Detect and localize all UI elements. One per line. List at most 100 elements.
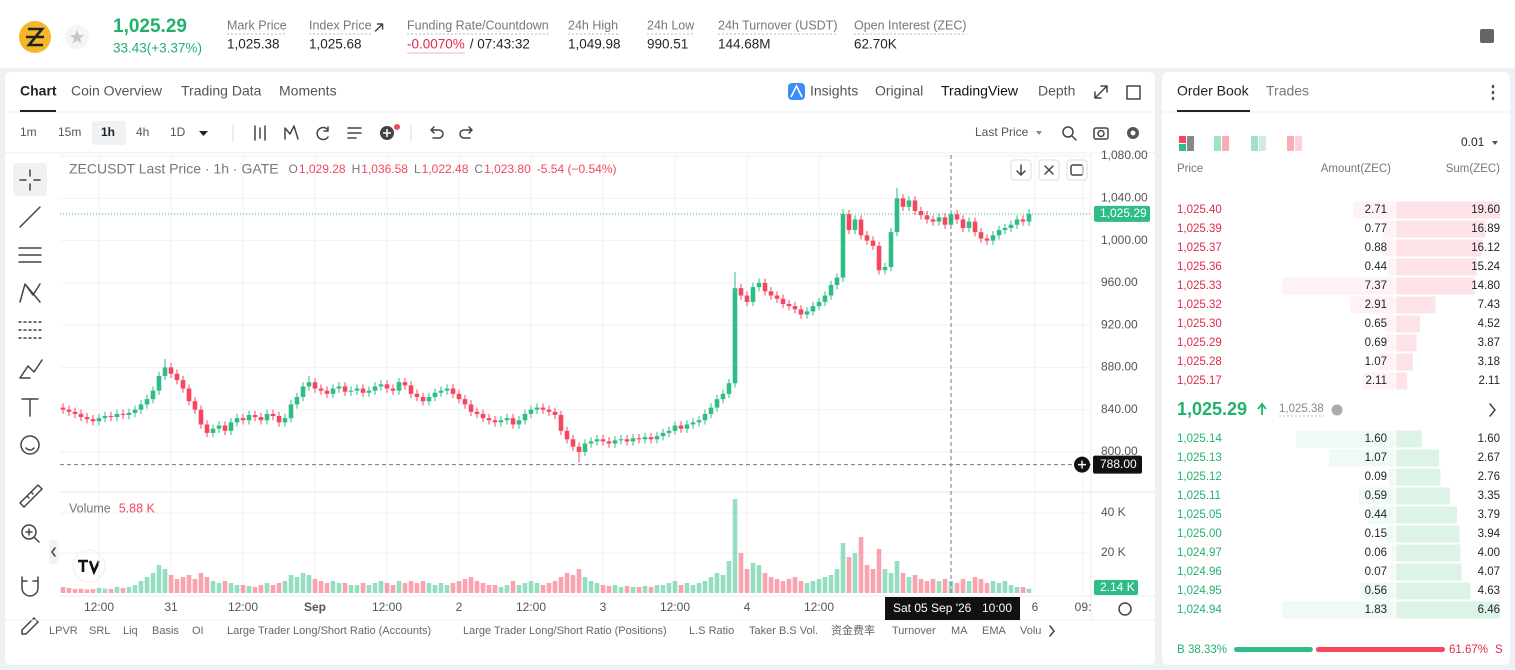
window-icon[interactable]	[1126, 85, 1141, 100]
ob-price[interactable]: 1,025.28	[1177, 356, 1222, 368]
magnet-tool[interactable]	[21, 576, 39, 597]
candle-body	[444, 388, 450, 391]
ob-tab[interactable]: Order Book	[1177, 83, 1250, 99]
indicator[interactable]: Large Trader Long/Short Ratio (Positions…	[463, 625, 667, 637]
tv-logo[interactable]	[72, 549, 106, 583]
ob-sum: 4.52	[1478, 318, 1500, 330]
ob-price[interactable]: 1,025.14	[1177, 433, 1222, 445]
candle-body	[630, 438, 636, 442]
ob-price[interactable]: 1,025.29	[1177, 337, 1222, 349]
ob-price[interactable]: 1,025.32	[1177, 299, 1222, 311]
candle-body	[882, 267, 888, 271]
channel-tool[interactable]	[18, 247, 42, 263]
crosshair-tool[interactable]	[19, 169, 41, 191]
chart-tab[interactable]: Moments	[279, 83, 337, 99]
text-tool[interactable]	[21, 398, 39, 417]
view-tab[interactable]: Original	[875, 83, 923, 99]
chart-tab[interactable]: Trading Data	[181, 83, 262, 99]
layout-icon[interactable]	[1251, 136, 1258, 151]
indicator[interactable]: LPVR	[49, 625, 78, 637]
ob-price[interactable]: 1,025.37	[1177, 242, 1222, 254]
ob-price[interactable]: 1,025.33	[1177, 280, 1222, 292]
indicator[interactable]: Large Trader Long/Short Ratio (Accounts)	[227, 625, 431, 637]
indicator[interactable]: Basis	[152, 625, 179, 637]
camera-icon[interactable]	[1093, 127, 1109, 140]
undo-icon[interactable]	[430, 126, 444, 139]
layout-icon[interactable]	[1179, 136, 1186, 143]
ob-tab[interactable]: Trades	[1266, 83, 1309, 99]
volume-bar	[228, 583, 234, 593]
interval[interactable]: 15m	[58, 125, 81, 139]
layout-icon[interactable]	[1287, 136, 1294, 151]
indicator[interactable]: 资金费率	[831, 623, 875, 637]
indicator[interactable]: EMA	[982, 625, 1007, 637]
ruler-tool[interactable]	[19, 484, 43, 508]
interval[interactable]: 1h	[101, 125, 115, 139]
ob-price[interactable]: 1,025.05	[1177, 509, 1222, 521]
brush-tool[interactable]	[19, 359, 43, 379]
more-indicators[interactable]	[1049, 625, 1055, 637]
pattern-tool[interactable]	[19, 283, 41, 303]
ob-price[interactable]: 1,025.39	[1177, 223, 1222, 235]
zoom-tool[interactable]	[21, 524, 37, 540]
interval[interactable]: 4h	[136, 125, 149, 139]
ob-price[interactable]: 1,025.11	[1177, 490, 1221, 502]
ob-price[interactable]: 1,025.36	[1177, 261, 1222, 273]
candle-type-icon[interactable]	[254, 125, 266, 141]
indicator[interactable]: MA	[951, 625, 968, 637]
dropdown-arrow[interactable]	[199, 131, 208, 136]
indicator-icon[interactable]	[284, 125, 299, 140]
collapse-handle[interactable]	[49, 540, 59, 564]
emoji-tool[interactable]	[20, 435, 40, 455]
ob-price[interactable]: 1,025.40	[1177, 204, 1222, 216]
template-icon[interactable]	[347, 127, 362, 139]
dropdown-arrow[interactable]	[1492, 141, 1498, 145]
ob-price[interactable]: 1,025.17	[1177, 375, 1222, 387]
ob-price[interactable]: 1,024.96	[1177, 566, 1222, 578]
view-tab[interactable]: Depth	[1038, 83, 1075, 99]
chart-tab[interactable]: Chart	[20, 83, 57, 99]
maximize-button[interactable]	[1066, 159, 1088, 181]
indicator[interactable]: Taker B.S Vol.	[749, 625, 818, 637]
replay-icon[interactable]	[316, 126, 329, 141]
chart-tab[interactable]: Coin Overview	[71, 83, 163, 99]
indicator[interactable]: SRL	[89, 625, 110, 637]
candle-body	[78, 413, 84, 418]
ob-price[interactable]: 1,024.95	[1177, 585, 1222, 597]
fib-tool[interactable]	[18, 321, 42, 339]
trendline-tool[interactable]	[19, 206, 41, 228]
interval[interactable]: 1m	[20, 125, 37, 139]
indicator[interactable]: Turnover	[892, 625, 936, 637]
ob-price[interactable]: 1,025.30	[1177, 318, 1222, 330]
indicator[interactable]: L.S Ratio	[689, 625, 734, 637]
price-source[interactable]: Last Price	[975, 125, 1029, 139]
volume-bar	[630, 587, 636, 593]
indicator[interactable]: OI	[192, 625, 204, 637]
ob-price[interactable]: 1,025.13	[1177, 452, 1222, 464]
candle-body	[564, 430, 570, 440]
volume-bar	[882, 569, 888, 593]
chevron[interactable]	[1489, 403, 1496, 417]
ob-amount: 0.09	[1365, 471, 1387, 483]
ob-price[interactable]: 1,024.97	[1177, 547, 1222, 559]
interval[interactable]: 1D	[170, 125, 186, 139]
search-icon[interactable]	[1062, 126, 1074, 138]
amount-depth-bar	[1384, 334, 1395, 352]
indicator[interactable]: Liq	[123, 625, 138, 637]
indicator[interactable]: Volu	[1020, 625, 1041, 637]
view-tab[interactable]: Insights	[810, 83, 858, 99]
layout-icon[interactable]	[1214, 136, 1221, 151]
ob-price[interactable]: 1,025.12	[1177, 471, 1222, 483]
amount-depth-bar	[1378, 353, 1395, 371]
axis-settings-icon[interactable]	[1118, 602, 1132, 616]
redo-icon[interactable]	[459, 126, 473, 139]
ob-price[interactable]: 1,024.94	[1177, 604, 1222, 616]
ob-precision[interactable]: 0.01	[1461, 135, 1485, 149]
fullscreen-icon[interactable]	[1094, 85, 1108, 99]
dropdown-arrow[interactable]	[1036, 131, 1042, 135]
ob-price[interactable]: 1,025.00	[1177, 528, 1222, 540]
book-icon[interactable]	[1480, 29, 1494, 43]
coin-logo-glyph	[26, 27, 45, 47]
amount-depth-bar	[1385, 525, 1395, 543]
view-tab[interactable]: TradingView	[941, 83, 1019, 99]
